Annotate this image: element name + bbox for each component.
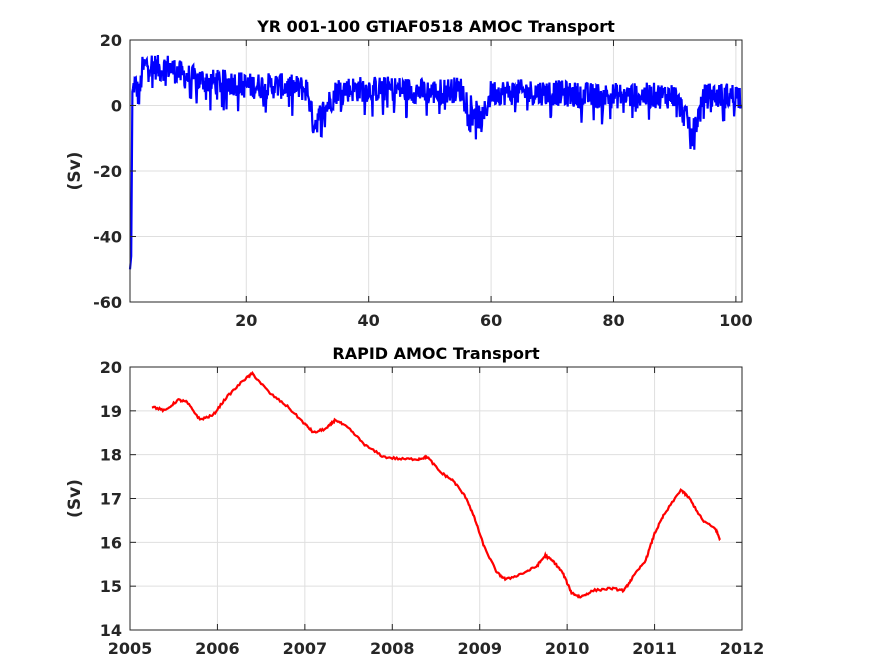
x-tick-label: 40 xyxy=(358,311,380,330)
y-tick-label: -20 xyxy=(93,162,122,181)
x-tick-label: 2007 xyxy=(283,639,328,656)
y-tick-label: 19 xyxy=(100,402,122,421)
chart-title: YR 001-100 GTIAF0518 AMOC Transport xyxy=(256,17,615,36)
x-tick-label: 2011 xyxy=(632,639,677,656)
y-tick-label: 15 xyxy=(100,577,122,596)
x-tick-label: 2006 xyxy=(195,639,240,656)
y-tick-label: 20 xyxy=(100,31,122,50)
x-tick-label: 2010 xyxy=(545,639,590,656)
x-tick-label: 2009 xyxy=(457,639,502,656)
y-tick-label: 0 xyxy=(111,97,122,116)
y-axis-label: (Sv) xyxy=(65,479,85,518)
ticks: 20 40 60 80 100 20 0 -20 -40 -60 xyxy=(93,31,752,330)
x-tick-label: 80 xyxy=(602,311,624,330)
chart-title: RAPID AMOC Transport xyxy=(332,344,540,363)
y-tick-label: -40 xyxy=(93,228,122,247)
x-tick-label: 100 xyxy=(719,311,752,330)
y-tick-label: 14 xyxy=(100,621,122,640)
x-tick-label: 20 xyxy=(235,311,257,330)
ticks: 2005 2006 2007 2008 2009 2010 2011 2012 20 19 18 17… xyxy=(100,358,765,656)
y-tick-label: 16 xyxy=(100,533,122,552)
y-tick-label: 18 xyxy=(100,446,122,465)
grid xyxy=(129,366,743,631)
rapid-panel: 2005 2006 2007 2008 2009 2010 2011 2012 20 19 18 17… xyxy=(65,344,764,656)
y-tick-label: 20 xyxy=(100,358,122,377)
amoc-model-panel: 20 40 60 80 100 20 0 -20 -40 -60 YR 001-100 GTIAF… xyxy=(65,17,753,330)
x-tick-label: 60 xyxy=(480,311,502,330)
x-tick-label: 2008 xyxy=(370,639,415,656)
y-axis-label: (Sv) xyxy=(65,152,85,191)
series-line xyxy=(128,54,742,270)
x-tick-label: 2005 xyxy=(108,639,153,656)
y-tick-label: 17 xyxy=(100,490,122,509)
y-tick-label: -60 xyxy=(93,293,122,312)
series-line xyxy=(151,370,721,599)
x-tick-label: 2012 xyxy=(720,639,765,656)
